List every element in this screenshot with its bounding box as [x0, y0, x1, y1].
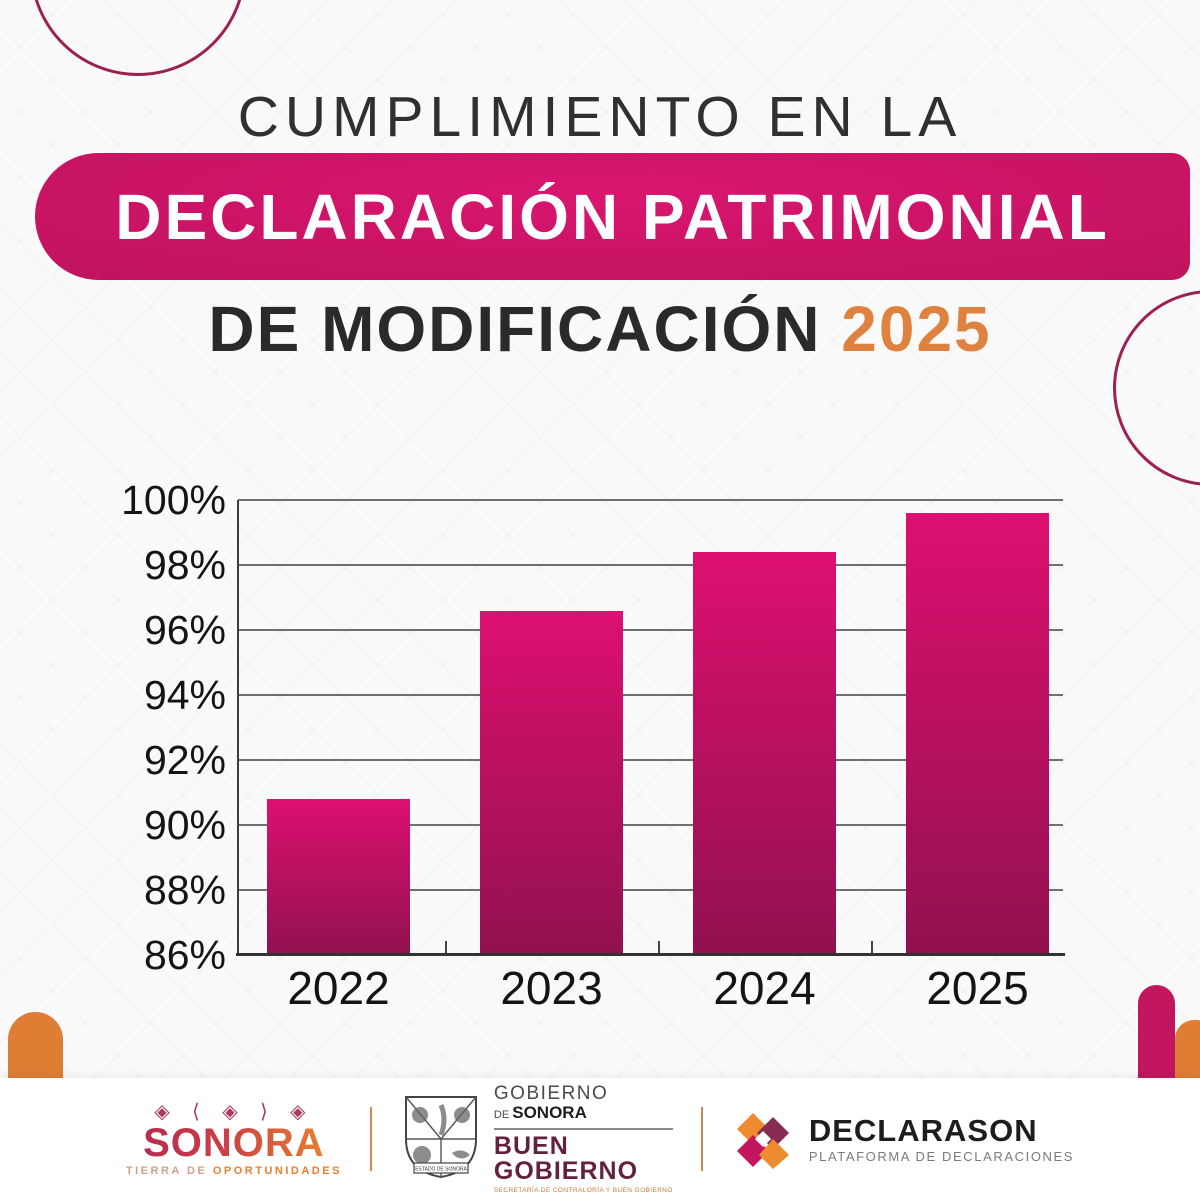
- sonora-tagline: TIERRA DE OPORTUNIDADES: [125, 1164, 342, 1178]
- footer-bar: ◈ ⟨ ◈ ⟩ ◈ SONORA TIERRA DE OPORTUNIDADES…: [0, 1078, 1200, 1200]
- banner-text: DECLARACIÓN PATRIMONIAL: [115, 180, 1110, 253]
- y-tick-label: 90%: [143, 802, 226, 848]
- bar-2023: [480, 610, 623, 955]
- grid-line: [238, 629, 1063, 631]
- grid-line: [238, 564, 1063, 566]
- decor-circle-top-left: [30, 0, 246, 76]
- y-tick-label: 92%: [143, 737, 226, 783]
- declarason-texts: DECLARASON PLATAFORMA DE DECLARACIONES: [808, 1112, 1075, 1164]
- grid-line: [238, 694, 1063, 696]
- x-tick-label: 2025: [926, 962, 1029, 1014]
- sonora-logo-name: SONORA: [143, 1120, 325, 1165]
- x-axis-line: [236, 953, 1065, 956]
- title-line-3-year: 2025: [841, 293, 992, 365]
- gobierno-line2-de: DE: [493, 1109, 513, 1121]
- shield-caption-text: ESTADO DE SONORA: [415, 1167, 467, 1173]
- gobierno-line2: DE SONORA: [494, 1104, 587, 1124]
- declarason-tagline: PLATAFORMA DE DECLARACIONES: [808, 1148, 1075, 1164]
- gobierno-sonora-logo: ESTADO DE SONORA GOBIERNO DE SONORA BUEN…: [400, 1084, 673, 1194]
- y-tick-label: 94%: [143, 672, 226, 718]
- sonora-logo: ◈ ⟨ ◈ ⟩ ◈ SONORA TIERRA DE OPORTUNIDADES: [125, 1098, 342, 1178]
- gobierno-small-text: SECRETARÍA DE CONTRALORÍA Y BUEN GOBIERN…: [493, 1187, 673, 1194]
- sonora-coat-of-arms-icon: ESTADO DE SONORA: [404, 1096, 477, 1179]
- declarason-name: DECLARASON: [808, 1112, 1038, 1148]
- gobierno-line2-sonora: SONORA: [512, 1103, 587, 1122]
- decor-capsule-bottom-right-orange: [1175, 1020, 1200, 1078]
- y-tick-label: 96%: [143, 607, 226, 653]
- plot-area: 100% 98% 96% 94% 92% 90% 88% 86% 2022 2023 2024 202…: [121, 479, 1065, 1013]
- grid-line: [238, 824, 1063, 826]
- buen-label: BUEN: [493, 1132, 569, 1160]
- bar-2022: [267, 799, 410, 955]
- title-line-3-prefix: DE MODIFICACIÓN: [208, 293, 842, 365]
- grid-line: [238, 499, 1063, 501]
- grid-line: [238, 759, 1063, 761]
- footer-divider-1: [369, 1107, 372, 1171]
- y-tick-label: 86%: [143, 932, 226, 978]
- axis-tick: [445, 941, 447, 955]
- x-tick-label: 2024: [713, 962, 816, 1014]
- grid-line: [238, 889, 1063, 891]
- x-tick-label: 2022: [287, 962, 390, 1014]
- sonora-tagline-bold: OPORTUNIDADES: [212, 1164, 342, 1177]
- declarason-pinwheel-icon: [736, 1113, 789, 1169]
- title-line-3: DE MODIFICACIÓN 2025: [0, 292, 1200, 366]
- gobierno-line1: GOBIERNO: [493, 1083, 609, 1104]
- gobierno-rule: [493, 1128, 673, 1130]
- axis-tick: [658, 941, 660, 955]
- decor-capsule-bottom-right-magenta: [1138, 985, 1175, 1078]
- gobierno-texts: GOBIERNO DE SONORA BUEN GOBIERNO SECRETA…: [493, 1083, 673, 1194]
- gobierno-label: GOBIERNO: [493, 1157, 639, 1185]
- bar-2025: [906, 513, 1049, 955]
- bar-2024: [693, 552, 836, 955]
- declarason-logo: DECLARASON PLATAFORMA DE DECLARACIONES: [731, 1107, 1074, 1171]
- bar-chart: 100% 98% 96% 94% 92% 90% 88% 86% 2022 2023 2024 202…: [121, 479, 1065, 1013]
- y-axis-line: [237, 500, 239, 955]
- sonora-tagline-light: TIERRA DE: [125, 1164, 213, 1177]
- y-tick-label: 88%: [143, 867, 226, 913]
- title-banner: DECLARACIÓN PATRIMONIAL: [35, 153, 1190, 280]
- axis-tick: [871, 941, 873, 955]
- y-tick-label: 98%: [143, 542, 226, 588]
- decor-capsule-bottom-left: [8, 1012, 63, 1078]
- footer-divider-2: [700, 1107, 703, 1171]
- y-tick-label: 100%: [121, 477, 226, 523]
- title-line-1: CUMPLIMIENTO EN LA: [237, 85, 963, 149]
- x-tick-label: 2023: [500, 962, 603, 1014]
- sonora-glyphs-icon: ◈ ⟨ ◈ ⟩ ◈: [154, 1098, 314, 1123]
